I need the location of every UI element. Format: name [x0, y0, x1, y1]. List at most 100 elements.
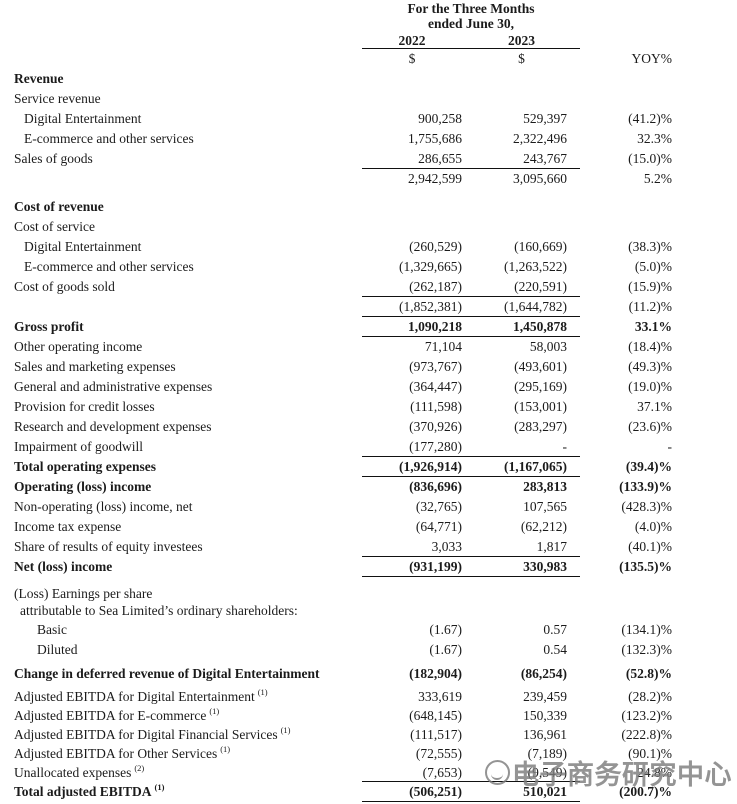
- table-body: Revenue Service revenue Digital Entertai…: [0, 69, 737, 804]
- double-rule: [362, 800, 580, 804]
- table-row: 2,942,599 3,095,660 5.2%: [0, 169, 737, 189]
- value-2023: 3,095,660: [513, 171, 567, 186]
- table-row: attributable to Sea Limited’s ordinary s…: [0, 602, 737, 620]
- value-2022: (1.67): [429, 642, 462, 657]
- footnote-ref: (1): [209, 706, 220, 716]
- value-2022: (72,555): [415, 746, 462, 761]
- value-yoy: (4.0)%: [634, 519, 672, 534]
- row-label: Sales and marketing expenses: [14, 359, 176, 374]
- value-2023: 150,339: [523, 708, 567, 723]
- row-label: Gross profit: [14, 319, 84, 334]
- table-row: Digital Entertainment (260,529) (160,669…: [0, 237, 737, 257]
- table-row: Cost of service: [0, 217, 737, 237]
- year-row: 2022 2023: [0, 33, 737, 48]
- value-2022: (111,517): [410, 727, 462, 742]
- value-yoy: (38.3)%: [628, 239, 672, 254]
- value-2023: 58,003: [529, 339, 567, 354]
- col-unit-2022: $: [408, 51, 416, 66]
- table-row: Net (loss) income (931,199) 330,983 (135…: [0, 557, 737, 577]
- value-2023: (1,167,065): [504, 459, 567, 474]
- row-label: Unallocated expenses (2): [14, 763, 145, 780]
- value-2022: (931,199): [409, 559, 462, 574]
- value-yoy: (123.2)%: [621, 708, 672, 723]
- value-2022: (262,187): [409, 279, 462, 294]
- row-label: Digital Entertainment: [24, 239, 142, 254]
- table-row: (1,852,381) (1,644,782) (11.2)%: [0, 297, 737, 317]
- value-2022: (64,771): [415, 519, 462, 534]
- col-year-2023: 2023: [508, 33, 535, 48]
- value-2023: 136,961: [523, 727, 567, 742]
- value-2022: 333,619: [418, 689, 462, 704]
- row-label: Digital Entertainment: [24, 111, 142, 126]
- table-row: Sales and marketing expenses (973,767) (…: [0, 357, 737, 377]
- value-2023: (295,169): [514, 379, 567, 394]
- value-2022: (32,765): [415, 499, 462, 514]
- row-label: Diluted: [37, 642, 78, 657]
- row-label: E-commerce and other services: [24, 259, 194, 274]
- footnote-ref: (1): [257, 687, 268, 697]
- col-year-2022: 2022: [398, 33, 426, 48]
- sum-rule: [362, 316, 580, 317]
- value-2023: (1,263,522): [504, 259, 567, 274]
- value-2022: (177,280): [409, 439, 462, 454]
- table-row: E-commerce and other services 1,755,686 …: [0, 129, 737, 149]
- value-yoy: (200.7)%: [619, 784, 672, 799]
- value-yoy: (40.1)%: [628, 539, 672, 554]
- value-2022: 900,258: [418, 111, 462, 126]
- value-yoy: (90.1)%: [628, 746, 672, 761]
- value-2023: 0.57: [543, 622, 567, 637]
- row-label: Adjusted EBITDA for Digital Financial Se…: [14, 725, 291, 742]
- value-2022: 286,655: [418, 151, 462, 166]
- sum-rule: [362, 476, 580, 477]
- row-label: Basic: [37, 622, 67, 637]
- value-2023: 239,459: [523, 689, 567, 704]
- value-2023: (9,549): [527, 765, 567, 780]
- row-label: attributable to Sea Limited’s ordinary s…: [20, 603, 298, 618]
- table-row: Provision for credit losses (111,598) (1…: [0, 397, 737, 417]
- value-2022: 2,942,599: [408, 171, 462, 186]
- value-2022: (836,696): [409, 479, 462, 494]
- table-row: Diluted (1.67) 0.54 (132.3)%: [0, 640, 737, 660]
- value-yoy: 32.3%: [637, 131, 672, 146]
- table-row: (Loss) Earnings per share: [0, 586, 737, 602]
- value-2022: 1,755,686: [408, 131, 462, 146]
- table-row: Digital Entertainment 900,258 529,397 (4…: [0, 109, 737, 129]
- table-row: E-commerce and other services (1,329,665…: [0, 257, 737, 277]
- value-2022: 3,033: [431, 539, 462, 554]
- value-yoy: (132.3)%: [621, 642, 672, 657]
- value-yoy: (39.4)%: [625, 459, 672, 474]
- value-2023: 283,813: [523, 479, 567, 494]
- value-2022: 71,104: [424, 339, 462, 354]
- year-underline: [362, 48, 580, 49]
- table-row: Non-operating (loss) income, net (32,765…: [0, 497, 737, 517]
- value-2023: (86,254): [520, 666, 567, 681]
- value-2022: (973,767): [409, 359, 462, 374]
- value-yoy: 37.1%: [637, 399, 672, 414]
- value-2022: (260,529): [409, 239, 462, 254]
- value-yoy: (15.9)%: [628, 279, 672, 294]
- table-row: Change in deferred revenue of Digital En…: [0, 664, 737, 684]
- row-label: Share of results of equity investees: [14, 539, 203, 554]
- value-yoy: -: [667, 439, 673, 454]
- unit-row: $ $ YOY%: [0, 51, 737, 66]
- value-2023: 529,397: [523, 111, 567, 126]
- row-label: Cost of revenue: [14, 199, 104, 214]
- footnote-ref: (2): [134, 763, 145, 773]
- table-row: Sales of goods 286,655 243,767 (15.0)%: [0, 149, 737, 169]
- row-label: Revenue: [14, 71, 64, 86]
- value-2023: 0.54: [543, 642, 567, 657]
- table-header: For the Three Months ended June 30, 2022…: [0, 0, 737, 67]
- value-2023: (493,601): [514, 359, 567, 374]
- period-title-line2: ended June 30,: [428, 16, 514, 31]
- table-row: Total operating expenses (1,926,914) (1,…: [0, 457, 737, 477]
- table-row: Service revenue: [0, 89, 737, 109]
- sum-rule: [362, 336, 580, 337]
- value-yoy: (134.1)%: [621, 622, 672, 637]
- footnote-ref: (1): [280, 725, 291, 735]
- value-2022: (1.67): [429, 622, 462, 637]
- value-2023: 2,322,496: [513, 131, 567, 146]
- value-2023: (7,189): [527, 746, 567, 761]
- table-row: Cost of goods sold (262,187) (220,591) (…: [0, 277, 737, 297]
- row-label: Net (loss) income: [14, 559, 113, 574]
